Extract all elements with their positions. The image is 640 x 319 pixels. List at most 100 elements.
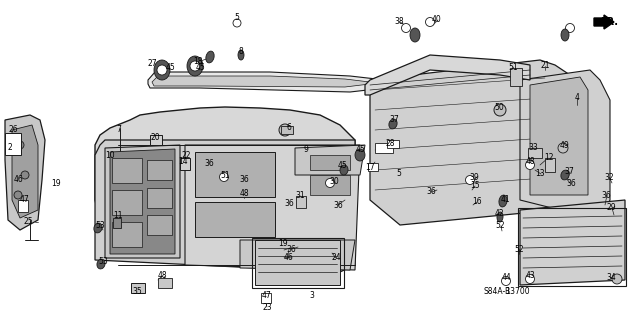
Text: 36: 36 xyxy=(566,179,576,188)
Ellipse shape xyxy=(187,56,203,76)
Text: 2: 2 xyxy=(8,144,12,152)
Text: 46: 46 xyxy=(283,253,293,262)
Text: 13: 13 xyxy=(535,168,545,177)
Text: 50: 50 xyxy=(494,102,504,112)
Polygon shape xyxy=(110,149,175,254)
Text: 52: 52 xyxy=(514,244,524,254)
Text: 7: 7 xyxy=(116,125,122,135)
Text: 24: 24 xyxy=(331,254,341,263)
Text: 4: 4 xyxy=(575,93,579,102)
Bar xyxy=(387,140,399,148)
Bar xyxy=(195,152,275,197)
Bar xyxy=(150,135,162,145)
Bar xyxy=(180,158,190,170)
Bar xyxy=(296,196,306,208)
Bar xyxy=(5,133,21,155)
Bar xyxy=(158,278,172,288)
Text: 45: 45 xyxy=(355,145,365,154)
Text: 11: 11 xyxy=(113,211,123,220)
Text: 37: 37 xyxy=(564,167,574,176)
Polygon shape xyxy=(95,107,355,270)
Bar xyxy=(112,190,142,215)
Text: 36: 36 xyxy=(239,175,249,184)
Text: 51: 51 xyxy=(220,170,230,180)
Text: 9: 9 xyxy=(303,145,308,153)
Text: 48: 48 xyxy=(157,271,167,280)
Bar xyxy=(131,283,145,293)
Circle shape xyxy=(279,124,291,136)
Text: 21: 21 xyxy=(540,62,550,70)
Circle shape xyxy=(566,24,575,33)
Text: 23: 23 xyxy=(262,302,272,311)
Text: 36: 36 xyxy=(601,190,611,199)
Ellipse shape xyxy=(206,51,214,63)
Circle shape xyxy=(465,175,474,184)
Ellipse shape xyxy=(94,223,102,233)
Text: 45: 45 xyxy=(166,63,176,72)
Ellipse shape xyxy=(97,259,105,269)
Text: 27: 27 xyxy=(147,60,157,69)
Ellipse shape xyxy=(340,165,348,175)
Circle shape xyxy=(494,104,506,116)
Text: 17: 17 xyxy=(365,162,375,172)
Text: 45: 45 xyxy=(195,63,205,72)
Bar xyxy=(310,155,350,170)
Text: 28: 28 xyxy=(385,138,395,147)
Text: 18: 18 xyxy=(193,57,203,66)
Circle shape xyxy=(612,274,622,284)
Bar xyxy=(147,160,172,180)
Polygon shape xyxy=(12,125,38,218)
Text: 34: 34 xyxy=(606,272,616,281)
Text: 36: 36 xyxy=(426,188,436,197)
Text: 46: 46 xyxy=(13,175,23,184)
Circle shape xyxy=(558,143,568,153)
Text: 33: 33 xyxy=(528,144,538,152)
Polygon shape xyxy=(520,70,610,220)
Text: 48: 48 xyxy=(239,189,249,197)
Text: 1: 1 xyxy=(506,286,510,295)
Text: S84A-B3700: S84A-B3700 xyxy=(484,286,531,295)
Polygon shape xyxy=(530,77,588,195)
Text: 36: 36 xyxy=(204,160,214,168)
Bar xyxy=(113,218,121,228)
Text: 31: 31 xyxy=(295,191,305,201)
Circle shape xyxy=(220,173,228,182)
Text: 6: 6 xyxy=(287,123,291,132)
Text: 22: 22 xyxy=(181,152,191,160)
Text: 42: 42 xyxy=(494,210,504,219)
Polygon shape xyxy=(185,145,360,270)
Text: 5: 5 xyxy=(235,13,239,23)
Text: 3: 3 xyxy=(310,292,314,300)
Bar xyxy=(510,68,522,86)
Text: 32: 32 xyxy=(604,173,614,182)
Circle shape xyxy=(21,171,29,179)
Polygon shape xyxy=(520,200,625,285)
Bar xyxy=(368,163,378,171)
Ellipse shape xyxy=(561,29,569,41)
Circle shape xyxy=(401,24,410,33)
Bar xyxy=(147,188,172,208)
Text: 47: 47 xyxy=(262,291,272,300)
Text: 35: 35 xyxy=(132,286,142,295)
Circle shape xyxy=(525,275,534,284)
Ellipse shape xyxy=(389,119,397,129)
Text: 37: 37 xyxy=(389,115,399,124)
Bar xyxy=(112,222,142,247)
Text: 12: 12 xyxy=(544,152,554,161)
Text: 47: 47 xyxy=(19,196,29,204)
Text: 8: 8 xyxy=(239,48,243,56)
Polygon shape xyxy=(152,76,378,87)
Polygon shape xyxy=(95,140,355,272)
Text: 53: 53 xyxy=(98,256,108,265)
Polygon shape xyxy=(5,115,45,230)
Text: 53: 53 xyxy=(95,220,105,229)
Bar xyxy=(518,208,626,286)
Polygon shape xyxy=(370,60,570,225)
Text: 5: 5 xyxy=(397,169,401,179)
Text: 20: 20 xyxy=(150,133,160,143)
Text: 41: 41 xyxy=(500,195,510,204)
Polygon shape xyxy=(255,240,340,285)
Text: 36: 36 xyxy=(284,199,294,209)
Text: 25: 25 xyxy=(23,218,33,226)
Polygon shape xyxy=(105,145,180,258)
